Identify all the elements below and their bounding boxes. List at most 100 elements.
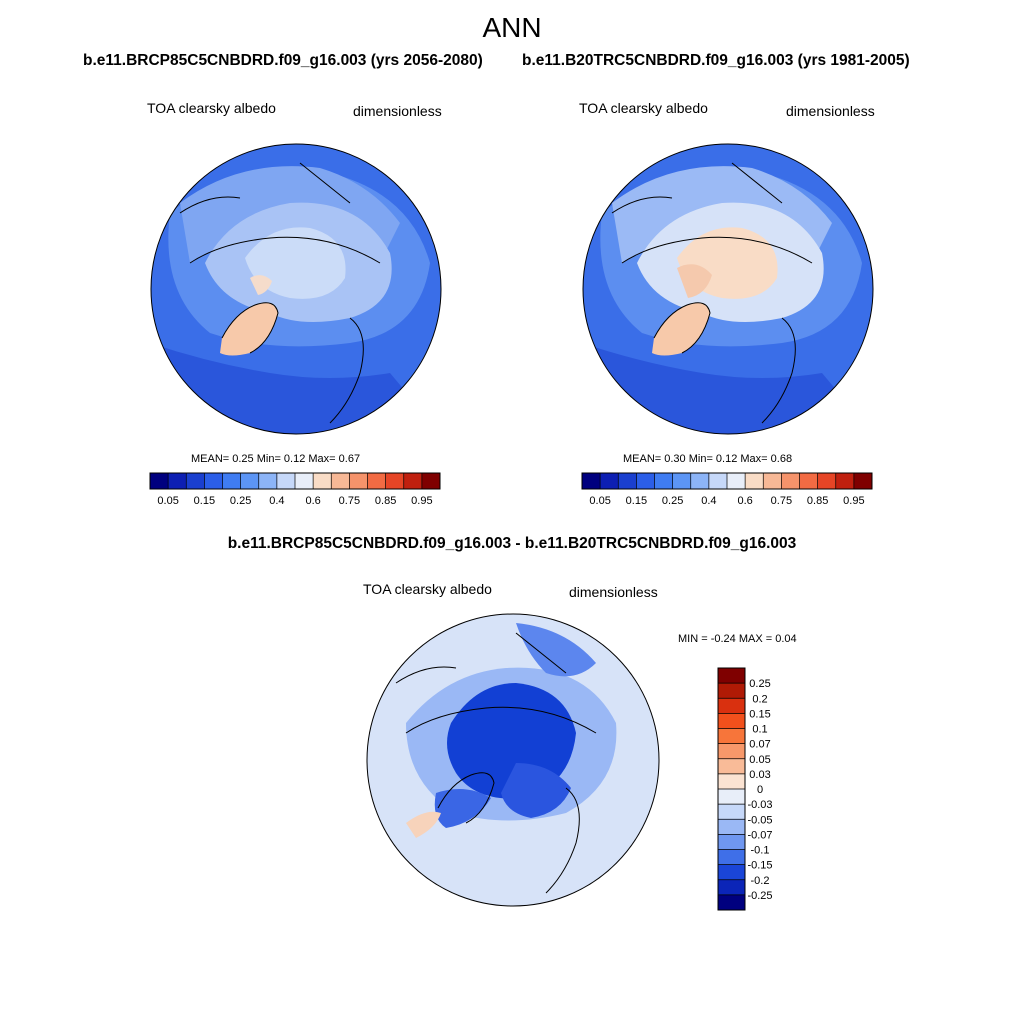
right-variable-label: TOA clearsky albedo bbox=[579, 100, 708, 116]
colorbar-swatch bbox=[718, 819, 745, 835]
colorbar-swatch bbox=[403, 473, 423, 489]
colorbar-tick-label: -0.2 bbox=[751, 875, 770, 887]
colorbar-swatch bbox=[718, 743, 745, 760]
colorbar-swatch bbox=[385, 473, 405, 489]
colorbar-swatch bbox=[718, 804, 745, 820]
colorbar-swatch bbox=[727, 473, 746, 489]
colorbar-tick-label: 0.95 bbox=[843, 495, 864, 507]
difference-stats: MIN = -0.24 MAX = 0.04 bbox=[678, 633, 797, 645]
colorbar-swatch bbox=[781, 473, 800, 489]
colorbar-tick-label: 0.4 bbox=[269, 495, 284, 507]
colorbar-swatch bbox=[718, 789, 745, 805]
colorbar-swatch bbox=[258, 473, 278, 489]
barents-decrease bbox=[501, 763, 571, 818]
colorbar-tick-label: 0.95 bbox=[411, 495, 432, 507]
coastline bbox=[611, 162, 813, 424]
left-colorbar: 0.05 0.15 0.25 0.4 0.6 0.75 0.85 0.95 bbox=[149, 472, 441, 507]
colorbar-tick-label: -0.1 bbox=[751, 845, 770, 857]
colorbar-swatch bbox=[718, 879, 745, 896]
archipelago-field bbox=[250, 275, 272, 295]
difference-colorbar: 0.25 0.2 0.15 0.1 0.07 0.05 0.03 0 -0.03 -0.05 -0.… bbox=[717, 667, 773, 911]
colorbar-tick-label: 0.25 bbox=[749, 678, 770, 690]
difference-variable-label: TOA clearsky albedo bbox=[363, 581, 492, 597]
right-polar-map bbox=[582, 143, 874, 435]
colorbar-tick-label: -0.25 bbox=[747, 890, 772, 902]
colorbar-tick-label: 0.05 bbox=[589, 495, 610, 507]
colorbar-tick-label: 0.2 bbox=[752, 693, 767, 705]
colorbar-swatch bbox=[718, 849, 745, 865]
colorbar-tick-label: 0.15 bbox=[626, 495, 647, 507]
colorbar-tick-label: 0.4 bbox=[701, 495, 716, 507]
colorbar-swatch bbox=[618, 473, 637, 489]
right-colorbar: 0.05 0.15 0.25 0.4 0.6 0.75 0.85 0.95 bbox=[581, 472, 873, 507]
baffin-decrease bbox=[434, 789, 491, 828]
left-variable-label: TOA clearsky albedo bbox=[147, 100, 276, 116]
colorbar-swatch bbox=[718, 894, 745, 911]
colorbar-swatch bbox=[186, 473, 205, 489]
colorbar-tick-label: -0.07 bbox=[747, 829, 772, 841]
colorbar-tick-label: 0.05 bbox=[749, 754, 770, 766]
colorbar-tick-label: 0.15 bbox=[749, 708, 770, 720]
greenland-increase bbox=[406, 811, 441, 838]
atlantic-ocean bbox=[151, 343, 441, 434]
colorbar-swatch bbox=[367, 473, 386, 489]
colorbar-swatch bbox=[672, 473, 692, 489]
colorbar-swatch bbox=[331, 473, 350, 489]
left-stats: MEAN= 0.25 Min= 0.12 Max= 0.67 bbox=[191, 453, 361, 465]
colorbar-tick-label: 0.15 bbox=[194, 495, 215, 507]
difference-polar-map bbox=[366, 613, 660, 907]
colorbar-swatch bbox=[718, 758, 745, 775]
difference-units-label: dimensionless bbox=[569, 584, 658, 600]
colorbar-swatch bbox=[313, 473, 332, 489]
colorbar-swatch bbox=[745, 473, 764, 489]
left-polar-map bbox=[150, 143, 442, 435]
colorbar-tick-label: 0 bbox=[757, 784, 763, 796]
colorbar-swatch bbox=[853, 473, 873, 489]
colorbar-swatch bbox=[718, 728, 745, 744]
colorbar-tick-label: -0.15 bbox=[747, 860, 772, 872]
colorbar-tick-label: -0.05 bbox=[747, 814, 772, 826]
colorbar-tick-label: 0.1 bbox=[752, 724, 767, 736]
colorbar-tick-label: 0.85 bbox=[807, 495, 828, 507]
colorbar-swatch bbox=[718, 773, 745, 790]
left-units-label: dimensionless bbox=[353, 103, 442, 119]
colorbar-swatch bbox=[718, 864, 745, 881]
colorbar-tick-label: 0.05 bbox=[157, 495, 178, 507]
left-panel-case-title: b.e11.BRCP85C5CNBDRD.f09_g16.003 (yrs 20… bbox=[83, 52, 483, 69]
colorbar-swatch bbox=[718, 834, 745, 850]
colorbar-swatch bbox=[421, 473, 441, 489]
colorbar-swatch bbox=[718, 713, 745, 729]
colorbar-swatch bbox=[222, 473, 241, 489]
colorbar-swatch bbox=[718, 698, 745, 714]
colorbar-swatch bbox=[600, 473, 619, 489]
colorbar-swatch bbox=[636, 473, 655, 489]
colorbar-swatch bbox=[835, 473, 855, 489]
colorbar-swatch bbox=[582, 473, 601, 489]
colorbar-swatch bbox=[276, 473, 296, 489]
colorbar-swatch bbox=[240, 473, 260, 489]
right-stats: MEAN= 0.30 Min= 0.12 Max= 0.68 bbox=[623, 453, 793, 465]
colorbar-tick-label: 0.03 bbox=[749, 769, 770, 781]
colorbar-tick-label: 0.75 bbox=[339, 495, 360, 507]
archipelago-field bbox=[677, 264, 712, 298]
colorbar-swatch bbox=[204, 473, 223, 489]
colorbar-swatch bbox=[150, 473, 169, 489]
right-panel-case-title: b.e11.B20TRC5CNBDRD.f09_g16.003 (yrs 198… bbox=[522, 52, 910, 69]
colorbar-tick-label: 0.07 bbox=[749, 739, 770, 751]
difference-title: b.e11.BRCP85C5CNBDRD.f09_g16.003 - b.e11… bbox=[227, 535, 797, 552]
colorbar-tick-label: 0.75 bbox=[771, 495, 792, 507]
colorbar-swatch bbox=[817, 473, 837, 489]
colorbar-tick-label: 0.25 bbox=[230, 495, 251, 507]
colorbar-swatch bbox=[690, 473, 710, 489]
colorbar-tick-label: 0.25 bbox=[662, 495, 683, 507]
colorbar-swatch bbox=[708, 473, 728, 489]
colorbar-swatch bbox=[718, 683, 745, 699]
coastline bbox=[179, 162, 381, 424]
atlantic-ocean bbox=[583, 343, 873, 434]
colorbar-swatch bbox=[654, 473, 673, 489]
colorbar-swatch bbox=[349, 473, 368, 489]
colorbar-swatch bbox=[295, 473, 314, 489]
colorbar-swatch bbox=[718, 668, 745, 684]
colorbar-tick-label: 0.6 bbox=[737, 495, 752, 507]
colorbar-tick-label: 0.85 bbox=[375, 495, 396, 507]
